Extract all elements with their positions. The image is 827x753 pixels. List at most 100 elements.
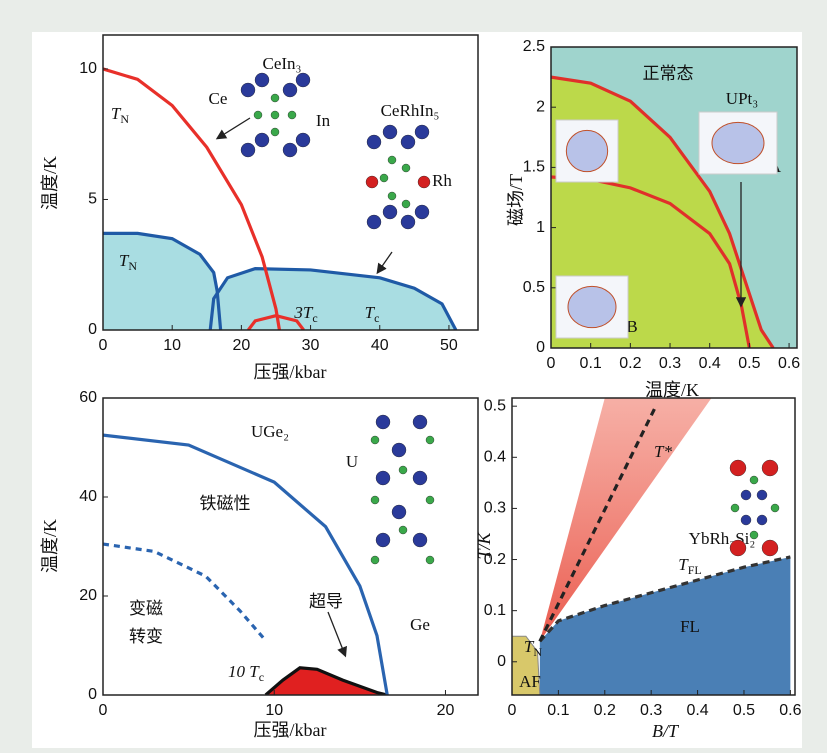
y-tick-label: 60 [79,389,97,406]
y-tick-label: 0.5 [484,397,506,414]
annotation-text: UGe₂ [251,422,289,441]
x-tick-label: 40 [371,337,389,354]
annotation-text: 变磁 [129,599,163,618]
x-axis-label: 压强/kbar [254,362,327,382]
annotation-sub: c [259,670,264,684]
atom [241,143,255,157]
y-tick-label: 1 [536,219,545,236]
y-tick-label: 40 [79,488,97,505]
atom [762,540,778,556]
atom [426,496,434,504]
atom [388,192,396,200]
annotation: AF [519,672,541,691]
annotation-text: 铁磁性 [200,494,251,513]
atom [418,176,430,188]
atom [413,415,427,429]
y-tick-label: 0.4 [484,449,506,466]
atom [367,215,381,229]
annotation: 转变 [129,627,163,646]
atom [367,135,381,149]
atom [376,471,390,485]
x-tick-label: 30 [302,337,320,354]
annotation-text: 正常态 [643,64,694,83]
atom [388,156,396,164]
orbital [568,286,616,327]
y-tick-label: 2 [536,98,545,115]
atom [376,415,390,429]
annotation-sub: N [128,259,137,273]
atom [271,94,279,102]
annotation-text: T* [654,442,672,461]
y-tick-label: 0.1 [484,602,506,619]
atom [255,73,269,87]
atom [730,460,746,476]
x-tick-label: 0.6 [779,702,801,719]
annotation: In [316,111,331,130]
atom [426,556,434,564]
annotation: UPt₃ [726,89,758,108]
annotation-text: Ce [209,89,228,108]
atom [283,83,297,97]
atom [401,135,415,149]
atom [399,526,407,534]
x-tick-label: 0 [99,702,108,719]
atom [371,556,379,564]
atom [371,436,379,444]
annotation: Ge [410,615,430,634]
annotation-text: Ge [410,615,430,634]
y-tick-label: 1.5 [523,159,545,176]
annotation-text: U [346,452,358,471]
annotation-text: CeIn₃ [263,54,302,73]
annotation-text: 3T [293,303,314,322]
annotation: 变磁 [129,599,163,618]
x-axis-label: 压强/kbar [254,720,327,740]
atom [383,205,397,219]
atom [731,504,739,512]
x-tick-label: 0.1 [547,702,569,719]
atom [392,505,406,519]
orbital [712,122,764,163]
figure: 010203040500510压强/kbar温度/KTNCeCeIn₃InCeR… [0,0,827,753]
y-tick-label: 0.5 [523,279,545,296]
atom [255,133,269,147]
annotation: CeRhIn₅ [381,101,440,120]
y-tick-label: 0 [88,686,97,703]
annotation-sub: c [374,311,379,325]
y-tick-label: 0.3 [484,500,506,517]
orbital [566,130,607,171]
y-axis-label: 磁场/T [506,174,526,226]
x-tick-label: 20 [437,702,455,719]
x-tick-label: 0.4 [699,355,721,372]
x-tick-label: 0.2 [619,355,641,372]
annotation: 10 Tc [228,662,264,684]
annotation: U [346,452,358,471]
x-tick-label: 10 [265,702,283,719]
x-tick-label: 10 [163,337,181,354]
annotation: 超导 [309,592,343,611]
atom [402,200,410,208]
annotation: T* [654,442,672,461]
atom [383,125,397,139]
atom [413,471,427,485]
y-tick-label: 5 [88,191,97,208]
y-tick-label: 0 [88,321,97,338]
annotation-sub: N [120,112,129,126]
atom [741,515,751,525]
atom [283,143,297,157]
atom [271,128,279,136]
x-tick-label: 0 [547,355,556,372]
x-axis-label: B/T [652,721,680,741]
annotation: Rh [432,171,452,190]
atom [376,533,390,547]
annotation-text: 10 T [228,662,260,681]
atom [771,504,779,512]
x-tick-label: 0 [99,337,108,354]
y-tick-label: 0 [497,653,506,670]
atom [296,73,310,87]
atom [741,490,751,500]
atom [399,466,407,474]
atom [241,83,255,97]
atom [730,540,746,556]
